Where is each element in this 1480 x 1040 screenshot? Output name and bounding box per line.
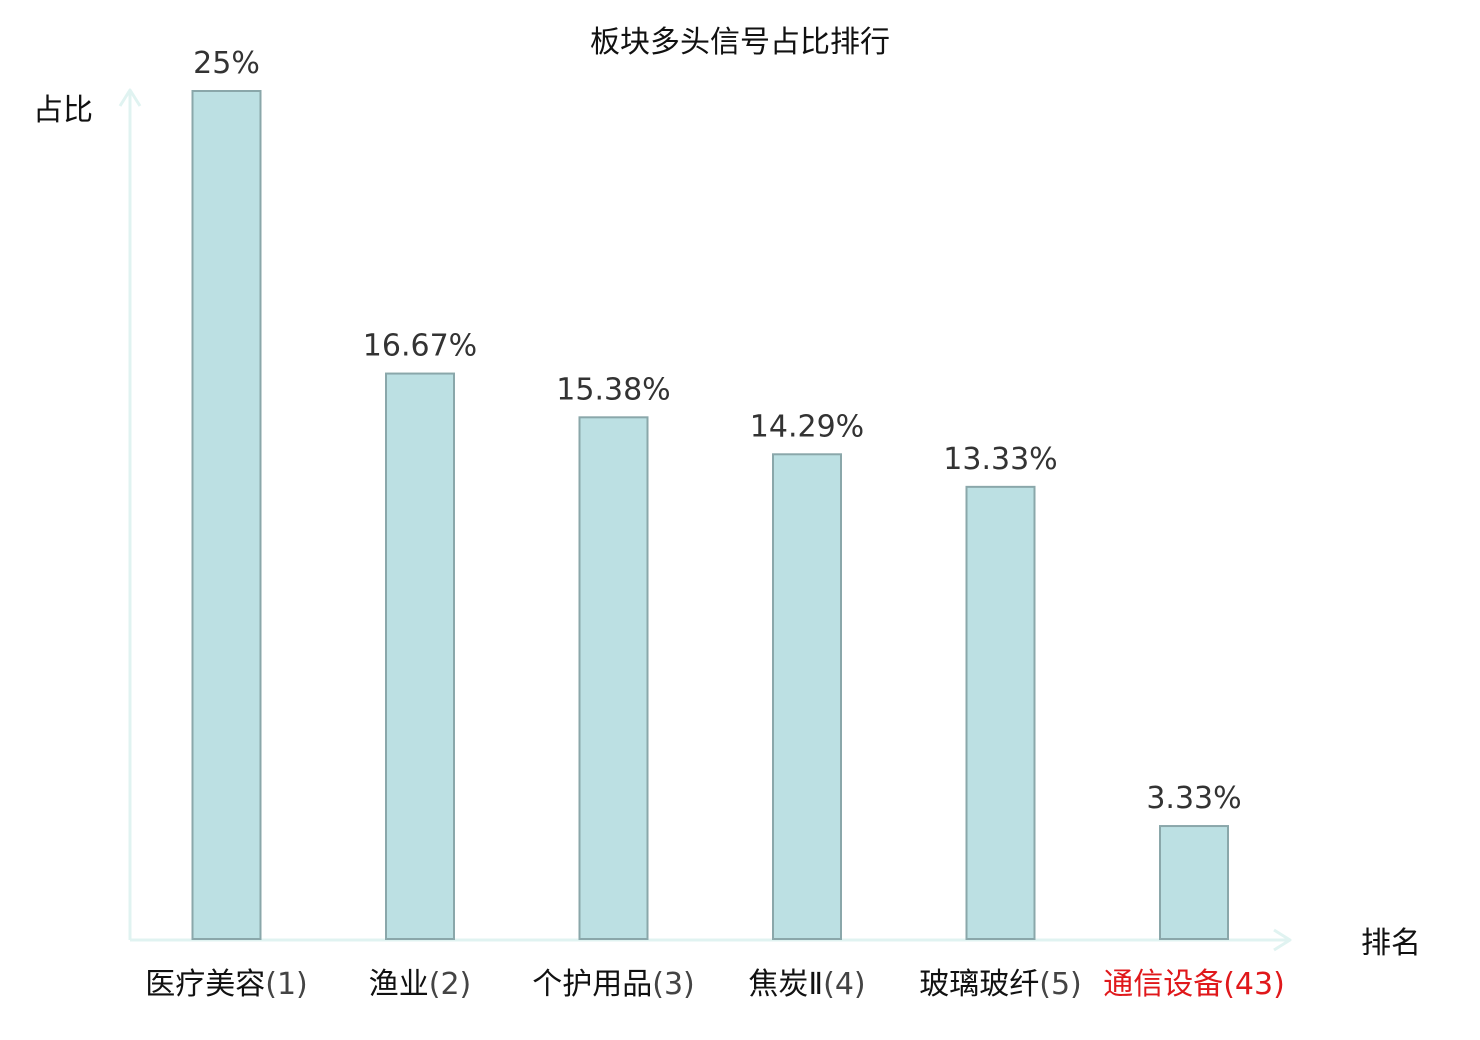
category-rank: (43) bbox=[1223, 967, 1285, 1002]
bar-3 bbox=[578, 416, 649, 940]
x-tick-label-4: 焦炭Ⅱ(4) bbox=[748, 967, 865, 1002]
bar-5 bbox=[965, 485, 1036, 940]
x-tick-label-3: 个护用品(3) bbox=[532, 967, 695, 1002]
x-tick-label-5: 玻璃玻纤(5) bbox=[919, 967, 1082, 1002]
x-tick-label-2: 渔业(2) bbox=[369, 967, 472, 1002]
bars-group bbox=[191, 90, 1229, 940]
x-axis-arrow bbox=[1273, 928, 1292, 952]
category-rank: (4) bbox=[823, 967, 866, 1002]
x-axis-label: 排名 bbox=[1361, 926, 1421, 961]
category-rank: (1) bbox=[265, 967, 308, 1002]
data-label-2: 16.67% bbox=[363, 329, 477, 364]
bar-1 bbox=[191, 90, 262, 940]
y-axis-label: 占比 bbox=[33, 93, 93, 128]
data-label-1: 25% bbox=[193, 46, 260, 81]
value-labels-group: 25% 16.67% 15.38% 14.29% 13.33% 3.33% bbox=[193, 46, 1242, 816]
category-name: 渔业 bbox=[369, 967, 429, 1002]
category-rank: (5) bbox=[1039, 967, 1082, 1002]
x-tick-label-6: 通信设备(43) bbox=[1103, 967, 1285, 1002]
category-rank: (2) bbox=[429, 967, 472, 1002]
y-axis-arrow bbox=[118, 88, 142, 107]
bar-2 bbox=[385, 372, 455, 940]
category-labels-group: 医疗美容(1) 渔业(2) 个护用品(3) 焦炭Ⅱ(4) 玻璃玻纤(5) 通信设备(43) bbox=[145, 967, 1285, 1002]
category-name: 玻璃玻纤 bbox=[919, 967, 1039, 1002]
category-name: 焦炭Ⅱ bbox=[748, 967, 823, 1002]
category-name: 医疗美容 bbox=[145, 967, 265, 1002]
bar-4 bbox=[772, 453, 842, 940]
data-label-4: 14.29% bbox=[750, 409, 864, 444]
data-label-6: 3.33% bbox=[1146, 781, 1241, 816]
data-label-3: 15.38% bbox=[556, 372, 670, 407]
axes bbox=[118, 88, 1292, 952]
chart-title: 板块多头信号占比排行 bbox=[590, 25, 890, 60]
data-label-5: 13.33% bbox=[943, 442, 1057, 477]
x-tick-label-1: 医疗美容(1) bbox=[145, 967, 308, 1002]
category-rank: (3) bbox=[652, 967, 695, 1002]
category-name: 个护用品 bbox=[532, 967, 652, 1002]
bar-6 bbox=[1159, 825, 1229, 940]
category-name: 通信设备 bbox=[1103, 967, 1223, 1002]
